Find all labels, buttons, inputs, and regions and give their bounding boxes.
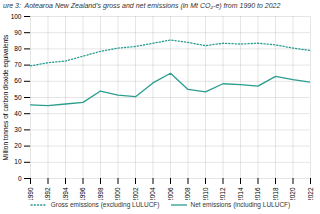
svg-text:2004: 2004 xyxy=(149,187,156,200)
svg-text:50: 50 xyxy=(14,94,22,101)
svg-text:2002: 2002 xyxy=(132,187,139,200)
svg-text:2000: 2000 xyxy=(114,187,121,200)
svg-text:80: 80 xyxy=(14,45,22,52)
svg-text:2008: 2008 xyxy=(184,187,191,200)
svg-text:1990: 1990 xyxy=(27,187,34,200)
svg-text:2010: 2010 xyxy=(202,187,209,200)
svg-text:2014: 2014 xyxy=(237,187,244,200)
svg-text:30: 30 xyxy=(14,126,22,133)
html-text:Net emissions (including LULUC: Net emissions (including LULUCF) xyxy=(190,201,291,208)
svg-text:70: 70 xyxy=(14,61,22,68)
svg-text:1998: 1998 xyxy=(97,187,104,200)
svg-text:90: 90 xyxy=(14,29,22,36)
svg-text:2012: 2012 xyxy=(219,187,226,200)
svg-text:0: 0 xyxy=(18,175,22,182)
html-text:ure 3: Aotearoa New Zealand’s: ure 3: Aotearoa New Zealand’s gross and … xyxy=(3,2,281,9)
html-text:Gross emissions (excluding LUL: Gross emissions (excluding LULUCF) xyxy=(50,201,160,208)
svg-text:2020: 2020 xyxy=(289,187,296,200)
svg-text:10: 10 xyxy=(14,158,22,165)
svg-text:40: 40 xyxy=(14,110,22,117)
svg-text:1994: 1994 xyxy=(62,187,69,200)
svg-text:2022: 2022 xyxy=(307,187,314,200)
svg-text:20: 20 xyxy=(14,142,22,149)
svg-text:1992: 1992 xyxy=(44,187,51,200)
svg-text:100: 100 xyxy=(11,13,22,20)
svg-text:Million tonnes of carbon dioxi: Million tonnes of carbon dioxide equival… xyxy=(2,34,10,160)
svg-text:2016: 2016 xyxy=(254,187,261,200)
svg-text:2018: 2018 xyxy=(272,187,279,200)
svg-text:1996: 1996 xyxy=(79,187,86,200)
svg-text:2006: 2006 xyxy=(167,187,174,200)
svg-text:60: 60 xyxy=(14,77,22,84)
